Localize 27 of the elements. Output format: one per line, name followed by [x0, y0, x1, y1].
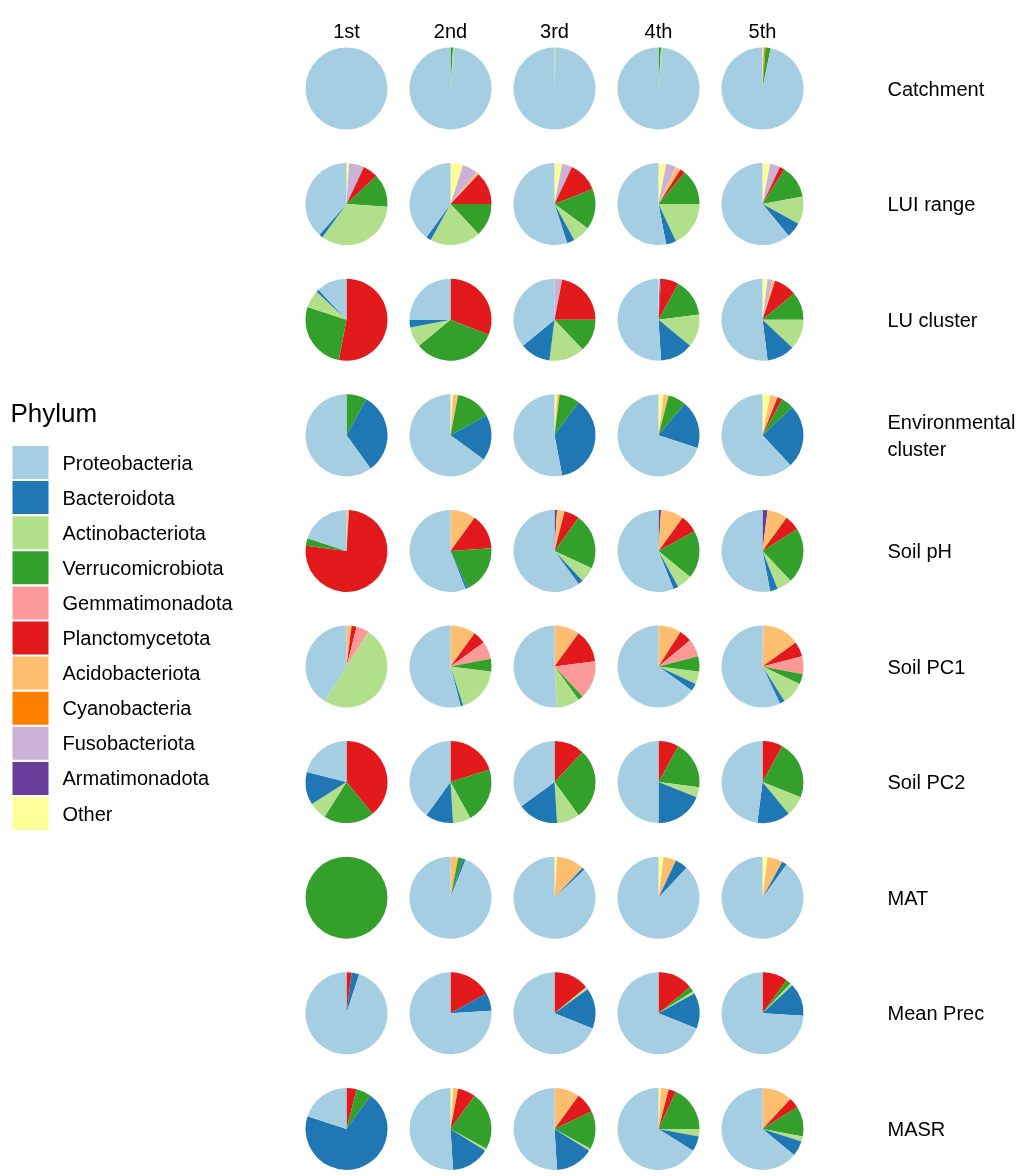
text: 5th [748, 19, 777, 42]
text: Catchment [887, 77, 985, 100]
legend-label: Actinobacteriota [62, 521, 207, 544]
legend-label: Cyanobacteria [62, 697, 193, 720]
text: 3rd [540, 19, 569, 42]
text: LUI range [887, 193, 976, 216]
legend-label: Planctomycetota [62, 627, 212, 649]
text: 1st [333, 19, 361, 42]
legend-label: Acidobacteriota [62, 662, 202, 685]
legend-label: Verrucomicrobiota [62, 556, 225, 579]
text: Mean Prec [887, 1002, 985, 1025]
text: 2nd [433, 19, 468, 42]
text: LU cluster [887, 308, 978, 331]
legend-title: Phylum [10, 397, 98, 428]
text: MAT [887, 886, 929, 909]
legend-label: Fusobacteriota [62, 732, 196, 755]
legend-label: Other [62, 802, 113, 825]
legend-label: Armatimonadota [62, 767, 211, 790]
legend-label: Bacteroidota [62, 486, 176, 509]
text: Soil PC2 [887, 771, 966, 794]
text: Soil pH [887, 539, 952, 562]
legend-label: Proteobacteria [62, 451, 194, 474]
text: Environmental cluster [887, 410, 1016, 461]
text: 4th [644, 19, 673, 42]
text: MASR [887, 1117, 946, 1140]
text: Soil PC1 [887, 655, 966, 678]
legend-label: Gemmatimonadota [62, 591, 234, 614]
